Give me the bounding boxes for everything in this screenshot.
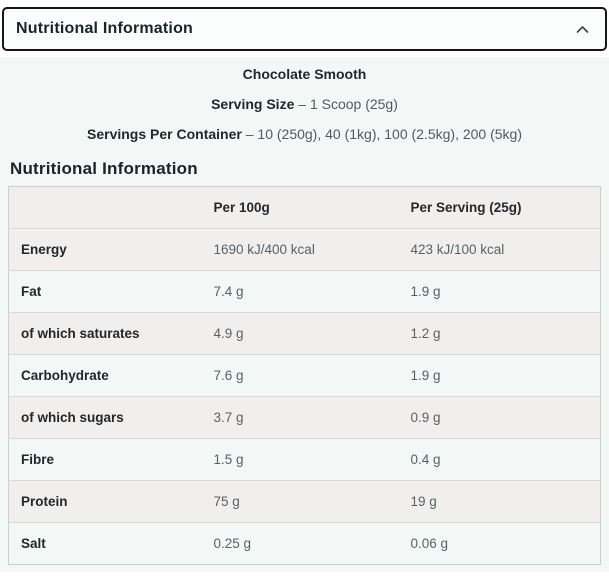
nutrient-label: Energy [21,242,67,257]
chevron-up-icon[interactable] [576,25,589,34]
servings-per-container-value: 10 (250g), 40 (1kg), 100 (2.5kg), 200 (5… [257,126,522,142]
value-per-100g: 3.7 g [213,410,244,425]
value-per-serving: 0.4 g [410,452,441,467]
table-row-fat: Fat 7.4 g 1.9 g [8,270,601,313]
nutritional-information-accordion-header[interactable]: Nutritional Information [2,7,607,51]
table-row-sugars: of which sugars 3.7 g 0.9 g [8,396,601,439]
value-per-serving: 423 kJ/100 kcal [410,242,505,257]
nutrient-label: Protein [21,494,68,509]
value-per-100g: 0.25 g [213,536,252,551]
accordion-title: Nutritional Information [16,20,194,37]
value-per-100g: 75 g [213,494,240,509]
nutrient-label: Fat [21,284,42,299]
table-row-saturates: of which saturates 4.9 g 1.2 g [8,312,601,355]
nutrient-label: Carbohydrate [21,368,109,383]
value-per-serving: 1.9 g [410,284,441,299]
value-per-serving: 0.9 g [410,410,441,425]
servings-per-container-separator: – [245,126,254,142]
value-per-100g: 7.4 g [213,284,244,299]
table-row-fibre: Fibre 1.5 g 0.4 g [8,438,601,481]
value-per-serving: 1.2 g [410,326,441,341]
servings-per-container-line: Servings Per Container – 10 (250g), 40 (… [0,127,609,141]
column-header-nutrient [9,187,214,229]
section-heading: Nutritional Information [10,159,198,178]
value-per-serving: 0.06 g [410,536,449,551]
column-header-per-serving: Per Serving (25g) [410,200,522,215]
serving-size-separator: – [298,96,307,112]
nutrient-label: of which sugars [21,410,124,425]
table-row-carbohydrate: Carbohydrate 7.6 g 1.9 g [8,354,601,397]
nutrient-label: Fibre [21,452,55,467]
nutrition-table: Per 100g Per Serving (25g) Energy 1690 k… [8,186,601,565]
value-per-serving: 1.9 g [410,368,441,383]
nutrient-label: Salt [21,536,46,551]
serving-size-label: Serving Size [211,96,295,112]
servings-per-container-label: Servings Per Container [87,126,242,142]
table-row-salt: Salt 0.25 g 0.06 g [8,522,601,565]
table-row-protein: Protein 75 g 19 g [8,480,601,523]
serving-size-value: 1 Scoop (25g) [309,96,398,112]
table-header-row: Per 100g Per Serving (25g) [8,186,601,229]
value-per-serving: 19 g [410,494,437,509]
flavour-name: Chocolate Smooth [0,67,609,81]
serving-size-line: Serving Size – 1 Scoop (25g) [0,97,609,111]
value-per-100g: 7.6 g [213,368,244,383]
value-per-100g: 1.5 g [213,452,244,467]
value-per-100g: 1690 kJ/400 kcal [213,242,315,257]
nutrient-label: of which saturates [21,326,140,341]
value-per-100g: 4.9 g [213,326,244,341]
table-row-energy: Energy 1690 kJ/400 kcal 423 kJ/100 kcal [8,228,601,271]
flavour-name-text: Chocolate Smooth [242,66,367,82]
column-header-per-100g: Per 100g [213,200,270,215]
nutritional-information-panel: Chocolate Smooth Serving Size – 1 Scoop … [0,57,609,572]
